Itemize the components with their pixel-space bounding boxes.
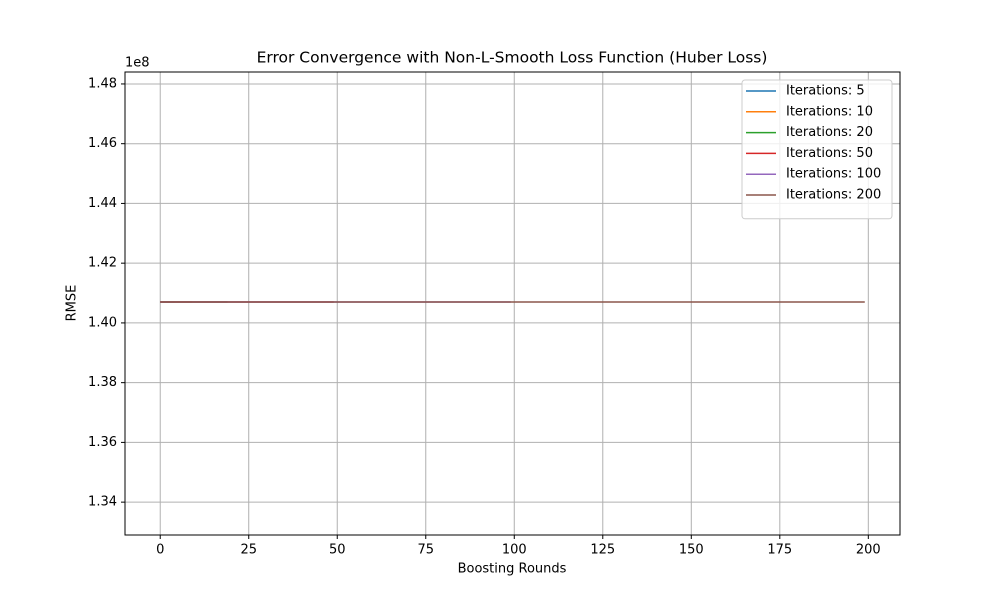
legend-label: Iterations: 10 [786, 104, 873, 119]
y-tick-label: 1.38 [88, 375, 117, 390]
y-offset-label: 1e8 [125, 56, 150, 71]
legend-label: Iterations: 50 [786, 146, 873, 161]
legend-label: Iterations: 20 [786, 125, 873, 140]
legend-label: Iterations: 200 [786, 188, 881, 203]
x-tick-label: 175 [767, 543, 792, 558]
x-axis-label: Boosting Rounds [458, 562, 567, 577]
x-tick-label: 25 [240, 543, 257, 558]
x-tick-label: 125 [590, 543, 615, 558]
y-tick-label: 1.42 [88, 256, 117, 271]
chart-title: Error Convergence with Non-L-Smooth Loss… [257, 49, 768, 67]
y-tick-label: 1.34 [88, 495, 117, 510]
y-tick-label: 1.40 [88, 315, 117, 330]
legend-label: Iterations: 5 [786, 84, 865, 99]
legend-box [741, 79, 893, 220]
y-axis-label: RMSE [65, 285, 80, 322]
x-tick-label: 75 [417, 543, 434, 558]
x-tick-label: 50 [329, 543, 346, 558]
y-tick-label: 1.48 [88, 76, 117, 91]
y-tick-label: 1.36 [88, 435, 117, 450]
legend-label: Iterations: 100 [786, 167, 881, 182]
x-tick-label: 0 [156, 543, 164, 558]
plot-frame [124, 71, 901, 536]
x-tick-label: 100 [502, 543, 527, 558]
y-tick-label: 1.46 [88, 136, 117, 151]
x-tick-label: 200 [856, 543, 881, 558]
y-tick-label: 1.44 [88, 196, 117, 211]
x-tick-label: 150 [679, 543, 704, 558]
